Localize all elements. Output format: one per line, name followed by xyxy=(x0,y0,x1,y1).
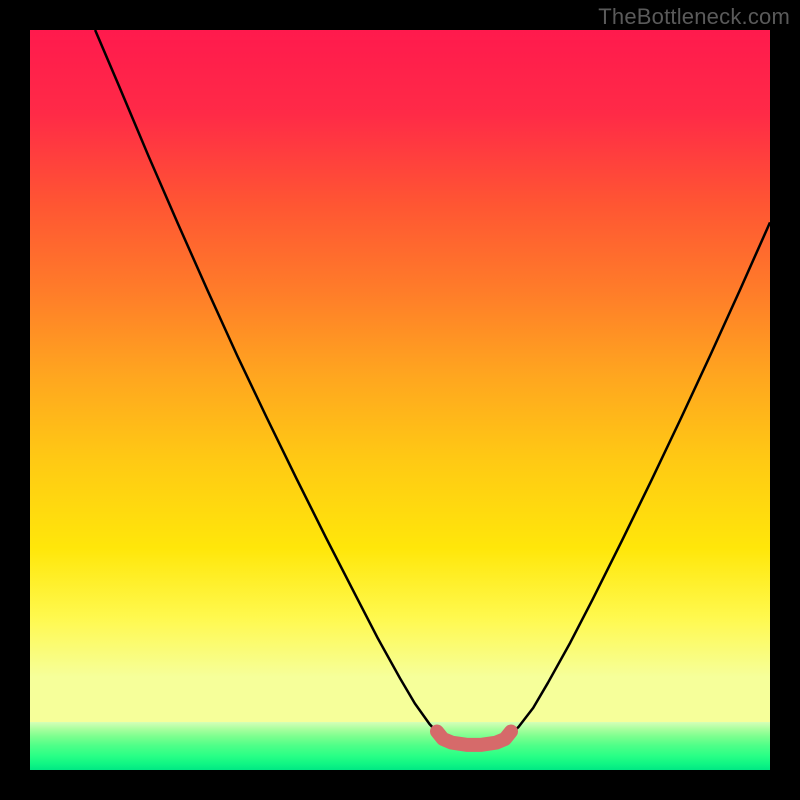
chart-container: TheBottleneck.com xyxy=(0,0,800,800)
bottleneck-curve xyxy=(95,30,770,745)
curve-overlay xyxy=(30,30,770,770)
watermark-text: TheBottleneck.com xyxy=(598,4,790,30)
plot-area xyxy=(30,30,770,770)
bottom-accent-curve xyxy=(437,732,511,745)
